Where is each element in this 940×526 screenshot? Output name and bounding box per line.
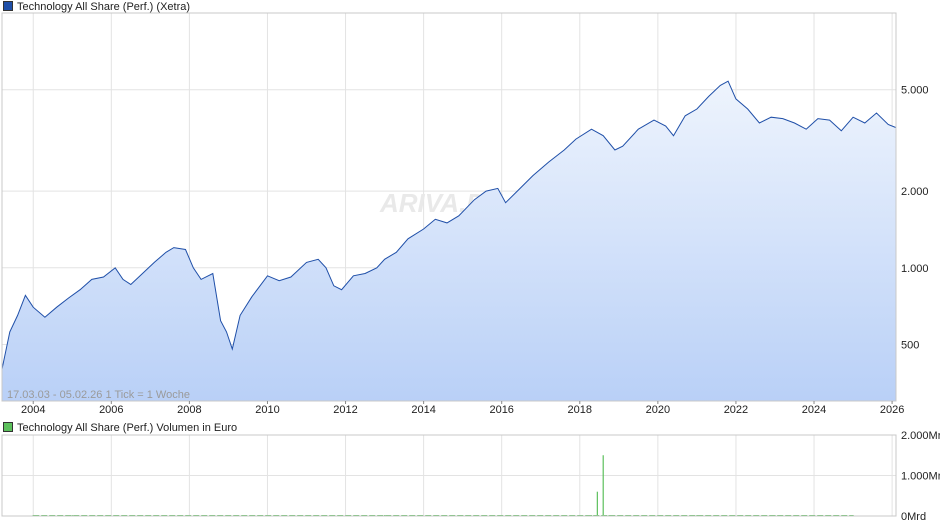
y-tick-label: 1.000 [901,263,929,275]
x-tick-label: 2022 [724,404,748,416]
x-tick-label: 2004 [21,404,45,416]
x-tick-label: 2016 [489,404,513,416]
x-tick-label: 2020 [646,404,670,416]
x-tick-label: 2010 [255,404,279,416]
volume-y-tick-label: 1.000Mrd [901,471,940,483]
y-tick-label: 500 [901,339,919,351]
x-tick-label: 2014 [411,404,435,416]
x-tick-label: 2024 [802,404,826,416]
main-legend-swatch [3,1,13,11]
volume-chart-grid [2,434,896,517]
volume-bars [32,455,854,516]
volume-y-axis: 0Mrd 1.000Mrd 2.000Mrd [901,430,940,523]
main-legend-label: Technology All Share (Perf.) (Xetra) [17,1,191,13]
price-line-series [1,80,897,370]
x-tick-label: 2008 [177,404,201,416]
time-x-axis: 2004 2006 2008 2010 2012 2014 2016 2018 2020 2022… [21,401,904,416]
price-area-fill [2,81,896,401]
y-tick-label: 5.000 [901,85,929,97]
price-y-axis: 500 1.000 2.000 5.000 [901,85,929,352]
y-tick-label: 2.000 [901,186,929,198]
date-range-info: 17.03.03 - 05.02.26 1 Tick = 1 Woche [7,389,190,401]
volume-y-tick-label: 0Mrd [901,511,926,523]
x-tick-label: 2012 [333,404,357,416]
main-chart-legend: Technology All Share (Perf.) (Xetra) [3,0,190,14]
volume-plot-frame [1,434,897,517]
x-tick-label: 2018 [568,404,592,416]
volume-bar [602,455,604,516]
x-tick-label: 2026 [880,404,904,416]
volume-legend-swatch [3,422,13,432]
volume-legend-label: Technology All Share (Perf.) Volumen in … [17,422,238,434]
volume-chart-legend: Technology All Share (Perf.) Volumen in … [3,421,237,435]
x-tick-label: 2006 [99,404,123,416]
volume-bar [596,491,598,516]
volume-y-tick-label: 2.000Mrd [901,430,940,442]
price-plot-frame [1,12,897,402]
